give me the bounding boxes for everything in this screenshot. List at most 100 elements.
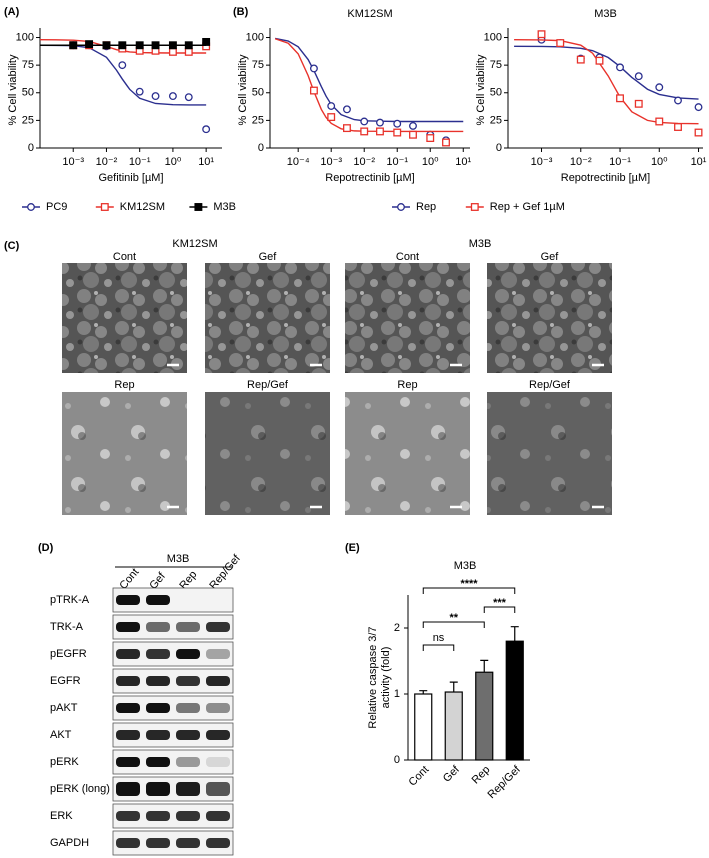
fit-curve: [514, 39, 699, 125]
data-point: [202, 37, 211, 46]
blot-band: [146, 676, 170, 686]
legend-label: M3B: [213, 201, 236, 213]
blot-row-label: pERK (long): [50, 783, 110, 795]
error-bar: [449, 681, 458, 693]
legend-marker: [470, 203, 479, 211]
blot-band: [176, 676, 200, 686]
blot-band: [176, 622, 200, 632]
blot-band: [116, 595, 140, 605]
data-point: [327, 102, 336, 110]
error-bar: [510, 626, 519, 642]
data-point: [118, 41, 127, 50]
data-point: [634, 72, 643, 81]
y-tick-label: 2: [394, 622, 400, 634]
blot-row-label: AKT: [50, 729, 72, 741]
data-point: [184, 41, 193, 50]
data-point: [135, 41, 144, 50]
fit-curve: [39, 44, 207, 106]
legend-marker: [194, 203, 203, 211]
blot-strip: [112, 587, 234, 613]
bar: [505, 640, 524, 761]
data-point: [343, 124, 351, 133]
data-point: [168, 41, 177, 50]
blot-band: [176, 757, 200, 767]
significance-label: ****: [460, 578, 478, 590]
data-point: [184, 93, 193, 102]
blot-band: [176, 811, 200, 821]
data-point: [168, 92, 177, 101]
legend-label: PC9: [46, 201, 67, 213]
data-point: [102, 41, 111, 50]
blot-row-label: ERK: [50, 810, 73, 822]
legend-marker: [397, 203, 405, 211]
data-point: [442, 138, 450, 147]
blot-row-label: pEGFR: [50, 648, 87, 660]
data-point: [426, 134, 435, 143]
blot-band: [206, 782, 230, 796]
blot-band: [116, 838, 140, 848]
blot-band: [146, 811, 170, 821]
panel-label: (C): [4, 240, 20, 252]
y-tick-label: 25: [22, 114, 34, 126]
data-point: [85, 40, 94, 49]
blot-band: [206, 649, 230, 659]
legend-marker: [100, 203, 109, 211]
panel-label: (E): [345, 542, 360, 554]
x-axis-label: Repotrectinib [µM]: [325, 172, 414, 184]
blot-band: [116, 676, 140, 686]
x-tick-label: 10⁻¹: [129, 156, 151, 168]
image-label: Rep/Gef: [529, 379, 571, 391]
image-label: Rep: [114, 379, 134, 391]
blot-band: [176, 730, 200, 740]
blot-row-label: GAPDH: [50, 837, 89, 849]
y-tick-label: 25: [252, 114, 264, 126]
group-title: M3B: [469, 238, 492, 250]
y-tick-label: 50: [22, 87, 34, 99]
image-label: Gef: [259, 251, 278, 263]
significance-label: ns: [433, 632, 445, 644]
x-tick-label: 10⁻¹: [609, 156, 631, 168]
data-point: [655, 117, 664, 126]
data-point: [674, 123, 682, 131]
panel-label: (A): [4, 6, 20, 18]
y-tick-label: 75: [252, 59, 264, 71]
y-tick-label: 0: [394, 754, 400, 766]
x-tick-label: Rep/Gef: [485, 763, 523, 801]
micrograph: [345, 263, 470, 373]
blot-row-label: pAKT: [50, 702, 78, 714]
data-point: [202, 125, 211, 134]
blot-band: [206, 676, 230, 686]
lane-label: Rep/Gef: [207, 552, 243, 592]
blot-row-label: TRK-A: [50, 621, 84, 633]
y-tick-label: 0: [258, 142, 264, 154]
data-point: [327, 113, 336, 122]
micrograph-shade: [487, 392, 612, 515]
significance-bracket: [422, 644, 455, 651]
data-point: [151, 41, 160, 50]
chart-title: M3B: [454, 560, 477, 572]
data-point: [360, 127, 369, 136]
bar: [444, 691, 463, 761]
error-bar: [480, 659, 489, 673]
x-axis-label: Repotrectinib [µM]: [561, 172, 650, 184]
data-point: [309, 86, 318, 95]
x-tick-label: 10⁻³: [531, 156, 553, 168]
x-tick-label: 10⁻²: [96, 156, 118, 168]
y-tick-label: 25: [490, 114, 502, 126]
fit-curve: [274, 37, 464, 123]
data-point: [655, 83, 664, 92]
x-tick-label: 10⁰: [165, 156, 182, 168]
data-point: [694, 128, 703, 137]
blot-band: [176, 649, 200, 659]
significance-bracket: [483, 606, 516, 613]
blot-band: [206, 757, 230, 767]
y-axis-label: Relative caspase 3/7: [367, 626, 379, 728]
y-tick-label: 1: [394, 688, 400, 700]
blot-band: [146, 622, 170, 632]
blot-band: [146, 730, 170, 740]
y-tick-label: 0: [28, 142, 34, 154]
blot-band: [176, 703, 200, 713]
data-point: [694, 103, 703, 112]
error-bar: [419, 690, 428, 694]
